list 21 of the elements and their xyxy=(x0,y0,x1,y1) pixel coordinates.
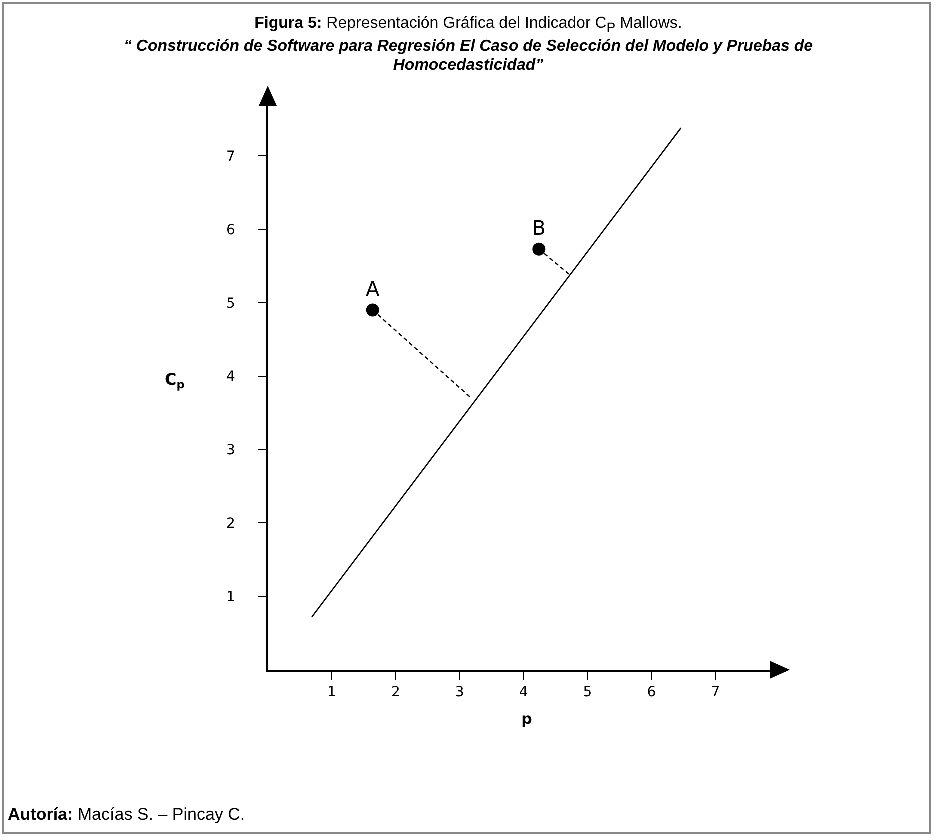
y-axis-title: C$_{p}$ xyxy=(165,370,185,392)
x-tick-label: 7 xyxy=(711,684,720,701)
text: Autoría: Macías S. – Pincay C. xyxy=(8,805,246,825)
x-tick-label: 3 xyxy=(455,684,464,701)
y-tick-label: 3 xyxy=(226,442,236,459)
y-tick-label: 2 xyxy=(226,516,236,532)
x-tick-label: 1 xyxy=(327,684,336,701)
y-tick-label: 5 xyxy=(226,296,236,312)
y-tick-label: 6 xyxy=(226,222,236,238)
y-tick-label: 4 xyxy=(226,369,236,386)
y-tick-label: 1 xyxy=(226,589,236,606)
x-tick-label: 6 xyxy=(647,684,656,701)
series-label: B xyxy=(532,216,546,240)
y-tick-label: 7 xyxy=(226,148,236,165)
x-axis-title: p xyxy=(522,710,533,728)
x-tick-label: 4 xyxy=(519,684,528,701)
x-tick-label: 2 xyxy=(391,684,400,701)
x-tick-label: 5 xyxy=(583,684,592,701)
chart-title: Figura 5: Representación Gráfica del Indicador C$_{P}$ Mallows. xyxy=(254,14,684,38)
chart-subtitle: “ Construcción de Software para Regresión El Caso de Selección del Modelo y Pruebas de Homocedasticidad” xyxy=(122,37,814,76)
series-label: A xyxy=(366,277,380,302)
